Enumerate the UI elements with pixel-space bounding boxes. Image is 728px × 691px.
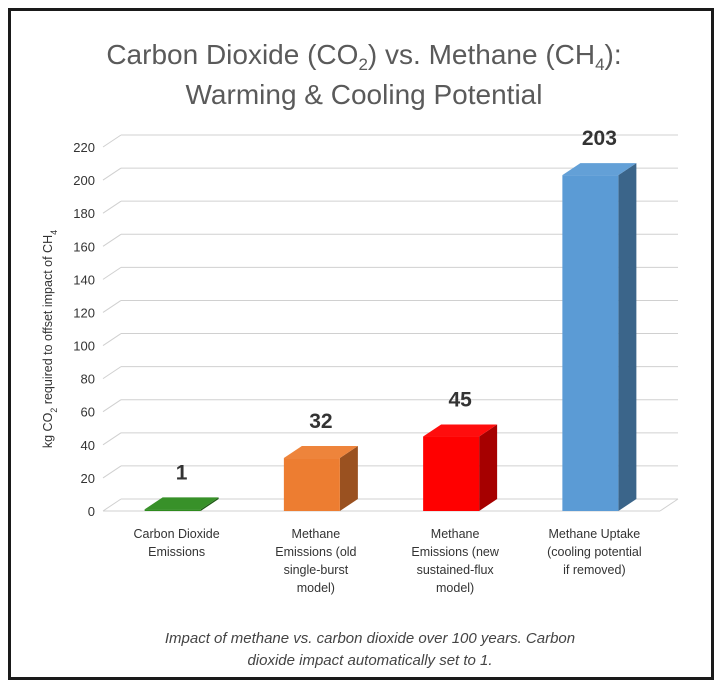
bar-2 xyxy=(423,436,480,511)
y-tick-label-7: 140 xyxy=(73,272,95,287)
bar-side-2 xyxy=(479,424,498,511)
gridline-side-9 xyxy=(102,200,122,214)
gridline-side-7 xyxy=(102,266,122,280)
caption-line2: dioxide impact automatically set to 1. xyxy=(247,652,493,669)
chart-title-line1: Carbon Dioxide (CO2) vs. Methane (CH4): xyxy=(106,39,622,74)
category-label-1: Methane Emissions (old single-burst model) xyxy=(275,527,356,595)
y-tick-label-10: 200 xyxy=(73,173,95,188)
y-tick-label-8: 160 xyxy=(73,239,95,254)
chart-title-line2: Warming & Cooling Potential xyxy=(185,79,543,110)
y-axis-label: kg CO2 required to offset impact of CH4 xyxy=(41,230,59,448)
chart-caption: Impact of methane vs. carbon dioxide ove… xyxy=(80,628,660,672)
gridline-side-3 xyxy=(102,399,122,413)
category-label-2: Methane Emissions (new sustained-flux model… xyxy=(411,527,499,595)
bar-3 xyxy=(562,175,619,512)
gridline-side-1 xyxy=(102,465,122,479)
bar-1 xyxy=(283,458,340,511)
bar-side-1 xyxy=(339,446,358,511)
y-tick-label-6: 120 xyxy=(73,305,95,320)
gridline-side-8 xyxy=(102,233,122,247)
y-tick-label-11: 220 xyxy=(73,140,95,155)
y-tick-label-4: 80 xyxy=(81,372,95,387)
y-tick-label-1: 20 xyxy=(81,471,95,486)
gridline-side-2 xyxy=(102,432,122,446)
gridline-side-0 xyxy=(102,498,122,512)
gridline-side-6 xyxy=(102,300,122,313)
category-label-3: Methane Uptake (cooling potential if remov… xyxy=(547,527,642,577)
bar-0 xyxy=(144,509,201,511)
gridline-side-10 xyxy=(102,167,122,181)
gridline-side-5 xyxy=(102,333,122,346)
bar-side-3 xyxy=(618,163,637,512)
data-label-3: 203 xyxy=(582,127,617,150)
bar-side-0 xyxy=(200,497,219,511)
bar-top-0 xyxy=(144,497,219,510)
y-tick-label-3: 60 xyxy=(81,405,95,420)
y-tick-label-9: 180 xyxy=(73,206,95,221)
data-label-0: 1 xyxy=(176,461,188,484)
y-tick-label-0: 0 xyxy=(88,504,95,519)
bar-top-2 xyxy=(423,424,498,437)
bar-top-3 xyxy=(562,163,637,176)
data-label-1: 32 xyxy=(309,410,332,433)
category-label-0: Carbon Dioxide Emissions xyxy=(134,527,220,559)
y-tick-label-2: 40 xyxy=(81,438,95,453)
caption-line1: Impact of methane vs. carbon dioxide ove… xyxy=(164,630,576,647)
data-label-2: 45 xyxy=(448,389,472,412)
floor-right-edge xyxy=(659,498,679,512)
gridline-side-11 xyxy=(102,134,122,148)
gridline-side-4 xyxy=(102,366,122,380)
y-tick-label-5: 100 xyxy=(73,339,95,354)
bar-top-1 xyxy=(283,446,358,459)
